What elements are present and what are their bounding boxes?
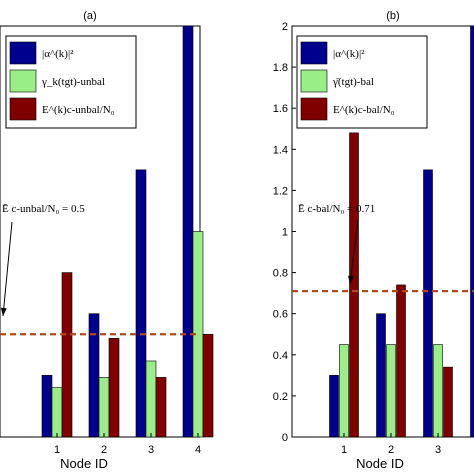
y-tick-label: 1.6 — [273, 103, 288, 115]
legend-entry: E^(k)c-unbal/N₀ — [42, 104, 115, 116]
x-tick-label: 3 — [148, 444, 154, 456]
bar — [61, 272, 73, 438]
y-tick-label: 0.8 — [273, 268, 288, 280]
y-tick-label: 0 — [282, 432, 288, 444]
bar — [98, 377, 110, 438]
bar — [108, 338, 120, 438]
legend: |α^(k)|² γ̄(tgt)-bal E^(k)c-bal/N₀ — [296, 35, 428, 129]
x-tick-label: 3 — [435, 444, 441, 456]
legend-swatch — [300, 41, 328, 65]
bar — [41, 375, 53, 438]
annotation: Ē c-bal/N₀ = 0.71 — [298, 203, 375, 215]
bar — [339, 344, 349, 438]
bar — [423, 169, 433, 438]
y-tick-label: 0.4 — [273, 350, 288, 362]
bar — [182, 25, 194, 438]
bar — [376, 313, 386, 438]
x-tick-label: 4 — [195, 444, 201, 456]
legend-entry: |α^(k)|² — [42, 48, 74, 60]
legend-entry: γ_k(tgt)-unbal — [41, 76, 105, 88]
bar — [51, 387, 63, 438]
legend-swatch — [300, 97, 328, 121]
bar — [433, 344, 443, 438]
annotation: Ē c-unbal/N₀ = 0.5 — [2, 203, 85, 215]
legend-swatch — [300, 69, 328, 93]
panel-b: (b)00.20.40.60.811.21.41.61.821234Node I… — [273, 10, 474, 471]
bar — [470, 25, 474, 438]
y-tick-label: 1.2 — [273, 185, 288, 197]
x-axis-label: Node ID — [356, 456, 404, 471]
bar — [349, 132, 359, 438]
panel-a: (a) 1 2 3 4 Node ID |α^(k)|² γ_k(tgt)-unbal E^(k… — [0, 10, 214, 471]
legend: |α^(k)|² γ_k(tgt)-unbal E^(k)c-unbal/N₀ — [5, 35, 137, 129]
panel-label: (a) — [83, 10, 96, 22]
x-tick-label: 2 — [101, 444, 107, 456]
bar — [155, 377, 167, 438]
x-axis-label: Node ID — [60, 456, 108, 471]
x-tick-label: 1 — [54, 444, 60, 456]
y-tick-label: 2 — [282, 21, 288, 33]
legend-swatch — [9, 41, 37, 65]
bar — [443, 366, 453, 438]
legend-swatch — [9, 97, 37, 121]
annotation-arrow — [349, 219, 359, 285]
bar — [329, 375, 339, 438]
y-tick-label: 0.2 — [273, 391, 288, 403]
panel-label: (b) — [386, 10, 399, 22]
y-tick-label: 1 — [282, 227, 288, 239]
annotation-arrowhead — [348, 275, 354, 284]
legend-entry: E^(k)c-bal/N₀ — [333, 104, 395, 116]
bar — [386, 344, 396, 438]
bar — [135, 169, 147, 438]
x-tick-label: 1 — [341, 444, 347, 456]
bar — [396, 284, 406, 438]
y-tick-label: 1.8 — [273, 62, 288, 74]
annotation-arrowhead — [0, 307, 7, 316]
legend-swatch — [9, 69, 37, 93]
y-tick-label: 0.6 — [273, 309, 288, 321]
x-tick-label: 2 — [388, 444, 394, 456]
bar — [145, 360, 157, 438]
bar — [202, 333, 214, 438]
legend-entry: γ̄(tgt)-bal — [332, 76, 374, 88]
bar — [88, 313, 100, 438]
annotation-arrow — [2, 221, 13, 317]
legend-entry: |α^(k)|² — [333, 48, 365, 60]
y-tick-label: 1.4 — [273, 144, 288, 156]
